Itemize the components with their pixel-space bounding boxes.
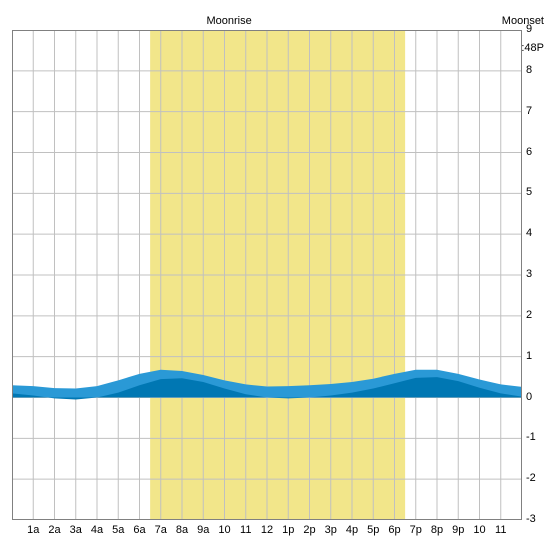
y-tick-label: 0 <box>526 391 532 403</box>
x-tick-label: 11 <box>240 524 251 536</box>
x-tick-label: 2p <box>303 524 315 536</box>
y-tick-label: 9 <box>526 23 532 35</box>
x-tick-label: 7a <box>155 524 167 536</box>
y-tick-label: 3 <box>526 268 532 280</box>
x-tick-label: 4p <box>346 524 358 536</box>
x-tick-label: 2a <box>48 524 60 536</box>
y-tick-label: 5 <box>526 186 532 198</box>
y-tick-label: -1 <box>526 431 536 443</box>
x-tick-label: 6p <box>388 524 400 536</box>
x-tick-label: 5p <box>367 524 379 536</box>
y-tick-label: -2 <box>526 472 536 484</box>
y-tick-label: 2 <box>526 309 532 321</box>
x-tick-label: 3p <box>325 524 337 536</box>
x-tick-label: 5a <box>112 524 124 536</box>
x-tick-label: 8a <box>176 524 188 536</box>
x-tick-label: 8p <box>431 524 443 536</box>
tide-chart: Moonrise 09:56A Moonset 10:48P -3-2-1012… <box>0 0 550 550</box>
y-tick-label: 7 <box>526 105 532 117</box>
x-tick-label: 9p <box>452 524 464 536</box>
moonrise-title: Moonrise <box>206 15 251 27</box>
x-tick-label: 10 <box>473 524 485 536</box>
x-tick-label: 10 <box>218 524 230 536</box>
y-tick-label: 8 <box>526 64 532 76</box>
y-tick-label: 6 <box>526 146 532 158</box>
x-tick-label: 7p <box>410 524 422 536</box>
x-tick-label: 3a <box>70 524 82 536</box>
x-tick-label: 1a <box>27 524 39 536</box>
plot-area <box>12 30 522 520</box>
y-tick-label: -3 <box>526 513 536 525</box>
moonset-title: Moonset <box>502 15 544 27</box>
y-tick-label: 4 <box>526 227 532 239</box>
x-tick-label: 9a <box>197 524 209 536</box>
x-tick-label: 11 <box>495 524 506 536</box>
x-tick-label: 4a <box>91 524 103 536</box>
y-tick-label: 1 <box>526 350 532 362</box>
x-tick-label: 12 <box>261 524 273 536</box>
x-tick-label: 1p <box>282 524 294 536</box>
x-tick-label: 6a <box>133 524 145 536</box>
